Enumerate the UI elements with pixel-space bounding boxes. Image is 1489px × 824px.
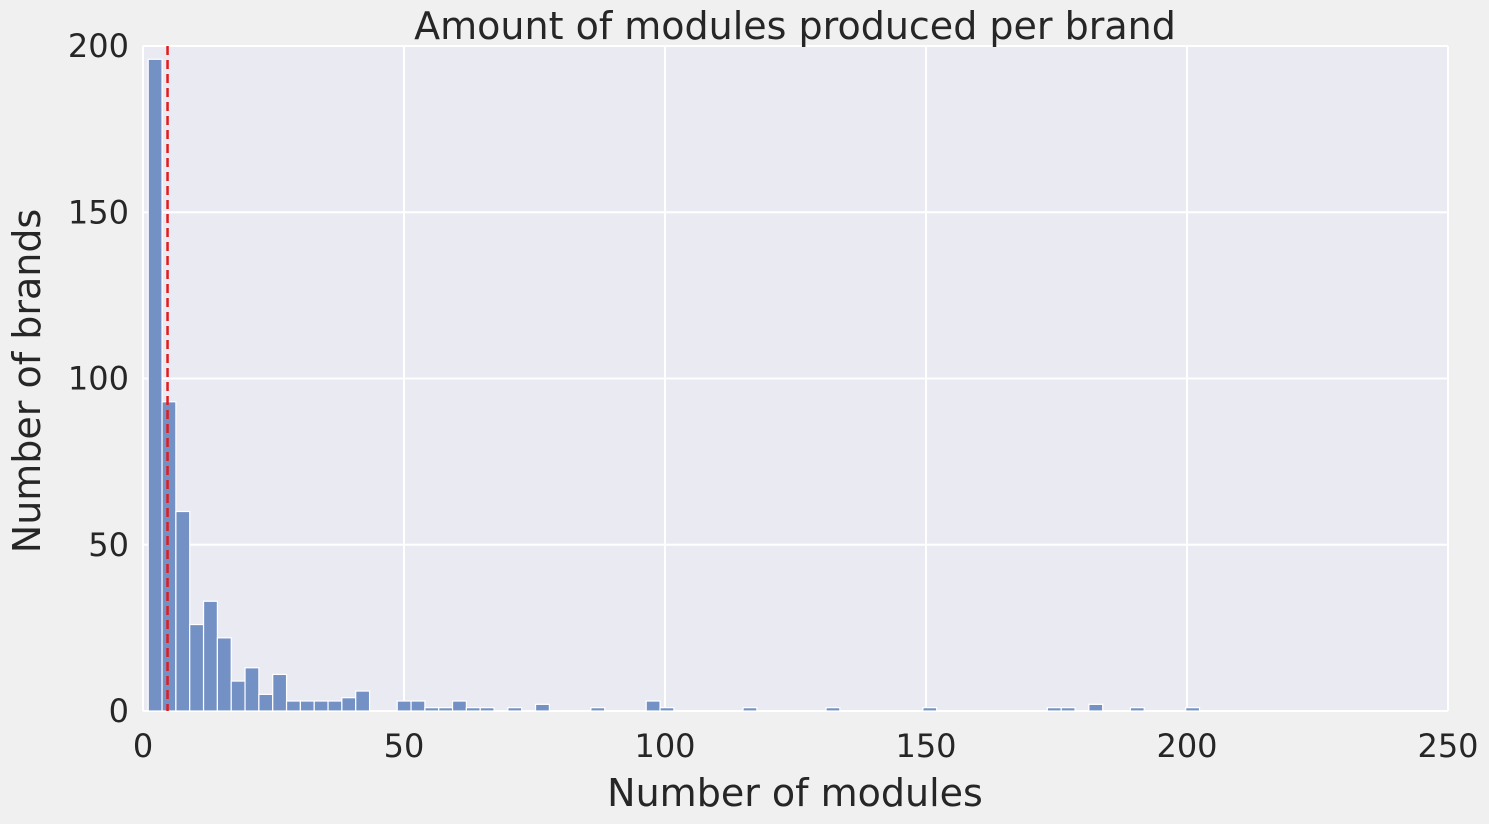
histogram-bar	[189, 623, 205, 712]
histogram-bar	[202, 600, 218, 712]
histogram-bar	[272, 673, 288, 712]
histogram-bar	[244, 667, 260, 712]
histogram-bar	[659, 707, 675, 712]
x-tick-label: 0	[133, 727, 153, 765]
histogram-bar	[1185, 707, 1201, 712]
bars	[147, 58, 1201, 712]
histogram-bar	[230, 680, 246, 712]
y-tick-label: 200	[68, 27, 129, 65]
histogram-bar	[438, 707, 454, 712]
histogram-bar	[1046, 707, 1062, 712]
histogram-bar	[341, 697, 357, 712]
histogram-bar	[825, 707, 841, 712]
histogram-bar	[534, 703, 550, 712]
chart-title: Amount of modules produced per brand	[414, 4, 1176, 48]
histogram-bar	[299, 700, 315, 712]
x-axis-label: Number of modules	[607, 771, 983, 815]
histogram-bar	[161, 401, 177, 712]
histogram-bar	[645, 700, 661, 712]
histogram-bar	[175, 510, 191, 712]
x-ticks: 0 50 100 150 200 250	[133, 727, 1479, 765]
x-tick-label: 200	[1156, 727, 1217, 765]
histogram-bar	[147, 58, 163, 712]
histogram-bar	[465, 707, 481, 712]
histogram-bar	[1088, 703, 1104, 712]
x-tick-label: 150	[895, 727, 956, 765]
x-tick-label: 250	[1417, 727, 1478, 765]
y-axis-label: Number of brands	[5, 209, 49, 553]
histogram-bar	[285, 700, 301, 712]
histogram-bar	[258, 693, 274, 712]
histogram-bar	[313, 700, 329, 712]
histogram-bar	[451, 700, 467, 712]
histogram-bar	[327, 700, 343, 712]
histogram-bar	[355, 690, 371, 712]
histogram-bar	[424, 707, 440, 712]
histogram-bar	[507, 707, 523, 712]
y-tick-label: 100	[68, 360, 129, 398]
histogram-bar	[742, 707, 758, 712]
histogram-bar	[922, 707, 938, 712]
x-tick-label: 50	[384, 727, 425, 765]
histogram-bar	[410, 700, 426, 712]
histogram-bar	[1129, 707, 1145, 712]
histogram-bar	[590, 707, 606, 712]
y-tick-label: 150	[68, 193, 129, 231]
y-tick-label: 50	[88, 526, 129, 564]
histogram-bar	[1060, 707, 1076, 712]
y-ticks: 0 50 100 150 200	[68, 27, 129, 730]
y-tick-label: 0	[109, 692, 129, 730]
grid-lines	[142, 45, 1449, 712]
histogram-bar	[396, 700, 412, 712]
histogram-bar	[479, 707, 495, 712]
x-tick-label: 100	[634, 727, 695, 765]
histogram-bar	[216, 637, 232, 712]
